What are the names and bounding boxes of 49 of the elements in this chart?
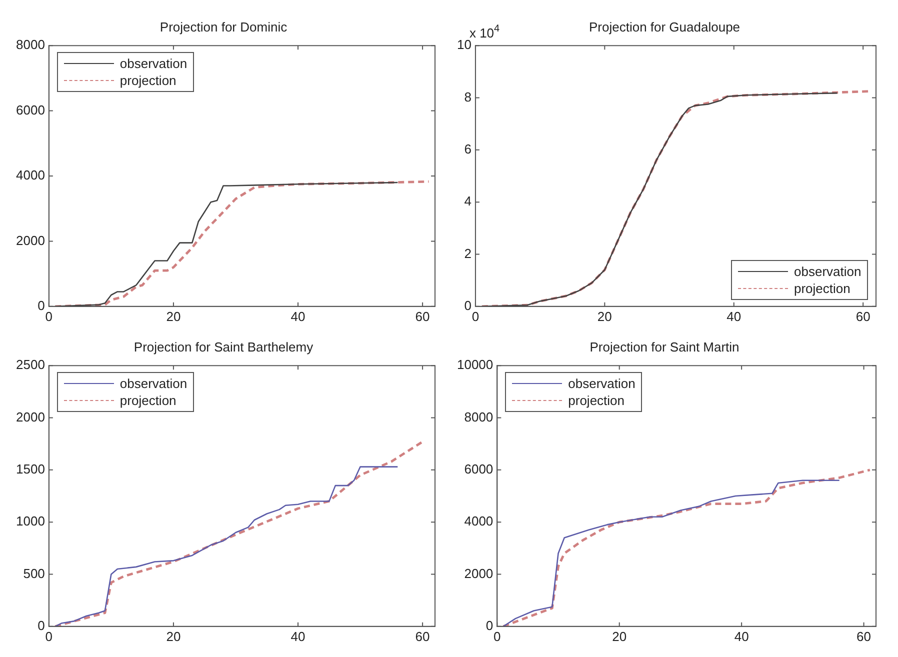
y-tick-label: 8000	[16, 37, 45, 52]
y-tick-label: 2	[464, 246, 472, 261]
chart-title: Projection for Saint Barthelemy	[134, 339, 314, 354]
y-tick-label: 500	[23, 566, 45, 581]
y-tick-label: 4	[464, 194, 472, 209]
chart-title: Projection for Saint Martin	[590, 339, 740, 354]
y-tick-label: 0	[38, 618, 45, 633]
y-tick-label: 6000	[464, 462, 494, 476]
y-tick-label: 4000	[464, 514, 494, 529]
y-tick-label: 6000	[16, 102, 45, 118]
x-tick-label: 40	[290, 628, 306, 644]
y-tick-label: 10000	[456, 357, 494, 372]
legend-label: projection	[794, 280, 850, 298]
line-series	[502, 468, 872, 626]
x-tick-label: 60	[415, 308, 430, 324]
legend-label: observation	[120, 374, 188, 392]
x-tick-label: 20	[597, 308, 612, 324]
y-tick-label: 10	[456, 37, 472, 52]
y-tick-label: 2000	[464, 566, 494, 581]
y-tick-label: 0	[464, 298, 472, 313]
x-tick-label: 20	[166, 308, 181, 324]
x-tick-label: 60	[856, 308, 870, 324]
legend-label: observation	[794, 263, 862, 280]
x-tick-label: 20	[612, 628, 627, 644]
y-tick-label: 0	[486, 618, 494, 633]
chart-title: Projection for Guadaloupe	[588, 19, 740, 34]
y-tick-label: 1500	[16, 462, 45, 476]
legend-label: observation	[568, 374, 636, 392]
y-tick-label: 4000	[16, 168, 45, 183]
x-tick-label: 40	[290, 308, 306, 324]
y-tick-label: 8	[464, 89, 472, 104]
legend-label: projection	[568, 392, 625, 409]
x-tick-label: 20	[166, 628, 181, 644]
legend-label: projection	[120, 392, 176, 409]
y-tick-label: 8000	[464, 409, 494, 424]
y-tick-label: 0	[38, 298, 45, 313]
y-tick-label: 2000	[16, 409, 45, 424]
line-series	[54, 440, 424, 626]
legend-label: observation	[120, 54, 188, 72]
x-tick-label: 60	[856, 628, 872, 644]
chart-title: Projection for Dominic	[160, 19, 288, 34]
x-tick-label: 40	[734, 628, 749, 644]
x-tick-label: 40	[726, 308, 742, 324]
y-tick-label: 1000	[16, 514, 45, 529]
legend-label: projection	[120, 72, 176, 89]
y-tick-label: 6	[464, 142, 472, 156]
y-tick-label: 2000	[16, 232, 45, 248]
y-tick-label: 2500	[16, 357, 45, 372]
x-tick-label: 60	[415, 628, 430, 644]
